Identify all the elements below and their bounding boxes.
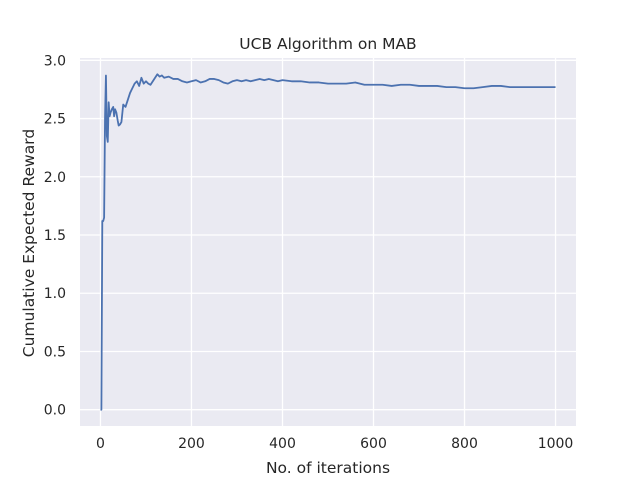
y-tick-label: 1.0 <box>44 286 66 302</box>
y-tick-label: 1.5 <box>44 228 66 244</box>
chart-title: UCB Algorithm on MAB <box>239 35 416 53</box>
y-gridlines <box>80 59 576 411</box>
x-tick-label: 600 <box>360 436 387 452</box>
y-tick-label: 2.5 <box>44 112 66 128</box>
x-tick-label: 0 <box>96 436 105 452</box>
x-gridlines <box>99 58 557 426</box>
y-tick-label: 0.5 <box>44 344 66 360</box>
x-tick-label: 800 <box>451 436 478 452</box>
x-tick-labels: 0 200 400 600 800 1000 <box>96 436 573 452</box>
y-axis-label: Cumulative Expected Reward <box>20 129 38 357</box>
plot-area <box>80 58 576 426</box>
series-line <box>100 73 556 411</box>
y-tick-labels: 0.0 0.5 1.0 1.5 2.0 2.5 3.0 <box>44 53 66 418</box>
x-tick-label: 200 <box>178 436 205 452</box>
y-tick-label: 3.0 <box>44 53 66 69</box>
x-axis-label: No. of iterations <box>266 459 390 477</box>
x-tick-label: 400 <box>269 436 296 452</box>
y-tick-label: 2.0 <box>44 170 66 186</box>
y-tick-label: 0.0 <box>44 403 66 419</box>
x-tick-label: 1000 <box>538 436 574 452</box>
